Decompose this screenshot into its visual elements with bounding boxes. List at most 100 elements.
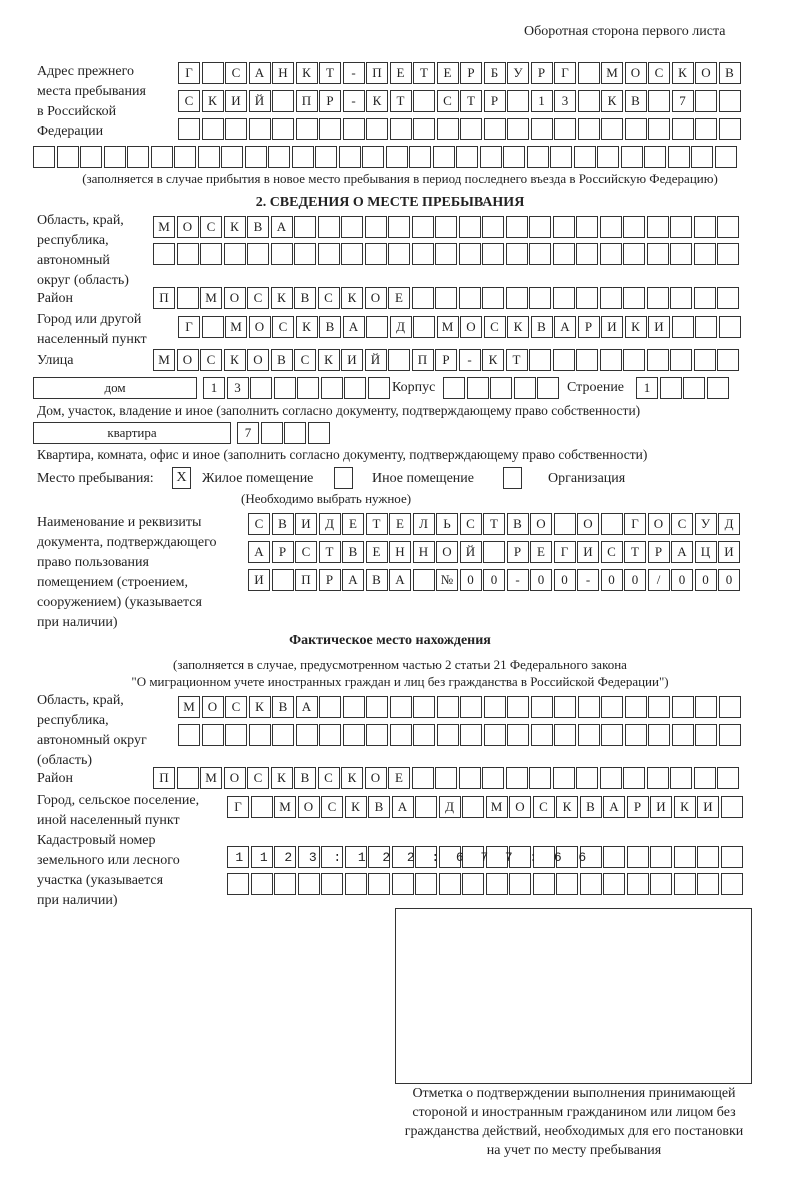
char-cell[interactable] xyxy=(413,90,435,112)
char-cell[interactable]: О xyxy=(436,541,458,563)
char-cell[interactable]: Т xyxy=(413,62,435,84)
char-cell[interactable]: О xyxy=(624,62,647,84)
char-cell[interactable] xyxy=(718,316,741,338)
char-cell[interactable] xyxy=(479,146,502,168)
char-cell[interactable]: М xyxy=(153,349,175,371)
char-cell[interactable]: М xyxy=(178,696,200,718)
char-cell[interactable] xyxy=(671,118,694,140)
char-cell[interactable]: В xyxy=(342,541,364,563)
char-cell[interactable] xyxy=(671,316,694,338)
char-cell[interactable]: О xyxy=(176,216,199,238)
char-cell[interactable] xyxy=(436,118,459,140)
char-cell[interactable] xyxy=(435,767,457,789)
char-cell[interactable] xyxy=(717,287,739,309)
char-cell[interactable]: И xyxy=(341,349,363,371)
char-cell[interactable]: Р xyxy=(483,90,506,112)
char-cell[interactable] xyxy=(554,118,576,140)
char-cell[interactable]: 0 xyxy=(483,569,505,591)
char-cell[interactable]: М xyxy=(200,287,222,309)
char-cell[interactable] xyxy=(509,846,531,868)
char-cell[interactable] xyxy=(200,243,222,265)
char-cell[interactable] xyxy=(294,216,316,238)
char-cell[interactable] xyxy=(579,873,602,895)
char-cell[interactable] xyxy=(270,243,293,265)
char-cell[interactable] xyxy=(460,724,482,746)
char-cell[interactable] xyxy=(717,349,739,371)
char-cell[interactable] xyxy=(650,846,672,868)
char-cell[interactable] xyxy=(153,243,175,265)
char-cell[interactable] xyxy=(342,696,365,718)
char-cell[interactable] xyxy=(391,873,414,895)
char-cell[interactable] xyxy=(388,349,410,371)
char-cell[interactable] xyxy=(554,724,576,746)
char-cell[interactable]: К xyxy=(341,767,363,789)
char-cell[interactable]: Е xyxy=(436,62,459,84)
char-cell[interactable] xyxy=(103,146,126,168)
char-cell[interactable]: О xyxy=(647,513,670,535)
region-row[interactable] xyxy=(153,243,741,265)
char-cell[interactable] xyxy=(552,767,575,789)
char-cell[interactable] xyxy=(295,118,318,140)
char-cell[interactable] xyxy=(458,243,481,265)
char-cell[interactable]: А xyxy=(671,541,693,563)
checkbox-residential[interactable]: X xyxy=(172,467,191,489)
char-cell[interactable] xyxy=(342,118,365,140)
char-cell[interactable]: К xyxy=(341,287,363,309)
char-cell[interactable] xyxy=(718,696,741,718)
char-cell[interactable] xyxy=(272,118,294,140)
char-cell[interactable] xyxy=(438,873,461,895)
checkbox-other-premises[interactable] xyxy=(334,467,353,489)
actual-region-row[interactable] xyxy=(178,724,742,746)
char-cell[interactable] xyxy=(413,118,435,140)
char-cell[interactable]: О xyxy=(201,696,224,718)
char-cell[interactable]: - xyxy=(342,62,365,84)
char-cell[interactable] xyxy=(646,216,669,238)
char-cell[interactable] xyxy=(388,243,410,265)
char-cell[interactable]: А xyxy=(391,796,414,818)
char-cell[interactable] xyxy=(671,696,694,718)
char-cell[interactable]: О xyxy=(297,796,320,818)
char-cell[interactable]: 1 xyxy=(203,377,225,399)
char-cell[interactable] xyxy=(648,90,670,112)
char-cell[interactable]: Р xyxy=(626,796,649,818)
char-cell[interactable] xyxy=(320,377,343,399)
char-cell[interactable]: К xyxy=(248,696,271,718)
char-cell[interactable]: С xyxy=(247,767,269,789)
char-cell[interactable] xyxy=(272,724,294,746)
char-cell[interactable] xyxy=(460,118,482,140)
char-cell[interactable] xyxy=(529,243,551,265)
char-cell[interactable] xyxy=(505,243,528,265)
char-cell[interactable]: О xyxy=(530,513,552,535)
char-cell[interactable] xyxy=(462,846,484,868)
char-cell[interactable]: М xyxy=(601,62,623,84)
char-cell[interactable] xyxy=(272,90,294,112)
char-cell[interactable] xyxy=(576,287,598,309)
char-cell[interactable] xyxy=(80,146,102,168)
char-cell[interactable]: К xyxy=(295,62,318,84)
char-cell[interactable]: К xyxy=(223,216,246,238)
char-cell[interactable] xyxy=(623,243,645,265)
char-cell[interactable]: Н xyxy=(272,62,294,84)
char-cell[interactable] xyxy=(201,316,224,338)
char-cell[interactable] xyxy=(507,696,529,718)
char-cell[interactable] xyxy=(599,243,622,265)
char-cell[interactable] xyxy=(505,287,528,309)
char-cell[interactable]: 7 xyxy=(671,90,694,112)
char-cell[interactable] xyxy=(505,216,528,238)
prev-address-row[interactable] xyxy=(178,118,742,140)
char-cell[interactable]: К xyxy=(556,796,578,818)
char-cell[interactable]: В xyxy=(624,90,647,112)
char-cell[interactable]: 0 xyxy=(553,569,576,591)
char-cell[interactable]: А xyxy=(342,569,364,591)
char-cell[interactable] xyxy=(623,349,645,371)
char-cell[interactable]: 0 xyxy=(694,569,717,591)
char-cell[interactable] xyxy=(556,873,578,895)
char-cell[interactable] xyxy=(321,846,343,868)
char-cell[interactable] xyxy=(225,118,247,140)
char-cell[interactable]: В xyxy=(579,796,602,818)
char-cell[interactable] xyxy=(176,767,199,789)
char-cell[interactable] xyxy=(342,724,365,746)
